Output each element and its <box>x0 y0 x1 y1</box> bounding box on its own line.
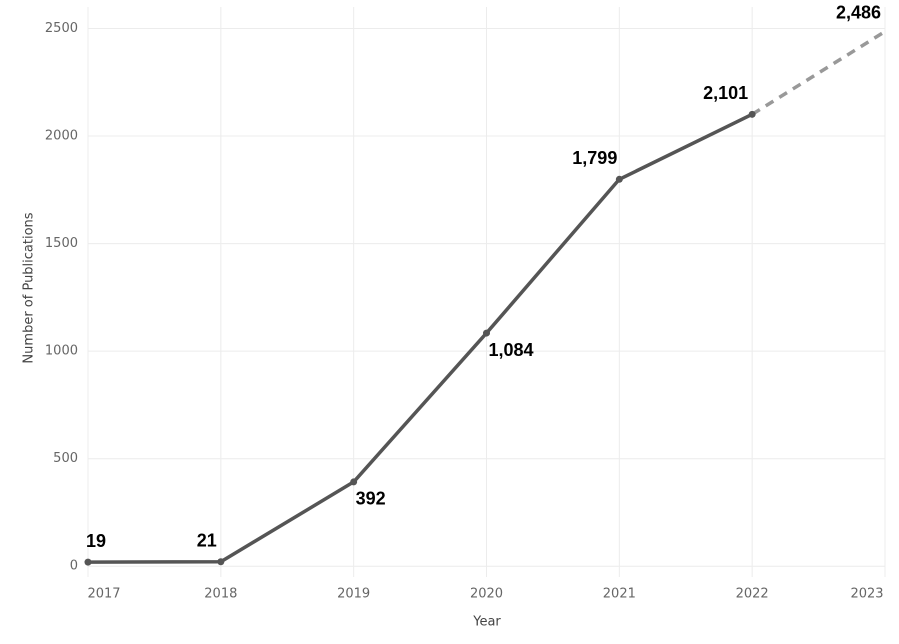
point <box>84 558 92 566</box>
x-axis-title: Year <box>472 615 501 630</box>
data-label: 1,799 <box>572 148 617 168</box>
x-tick-label: 2020 <box>470 587 503 602</box>
point <box>350 478 358 486</box>
x-tick-label: 2019 <box>337 587 370 602</box>
x-tick-label: 2021 <box>603 587 636 602</box>
y-tick-label: 1500 <box>45 236 78 251</box>
x-tick-label: 2023 <box>850 587 883 602</box>
data-label: 1,084 <box>489 340 534 360</box>
projected-line <box>751 30 886 116</box>
line <box>87 112 753 564</box>
y-tick-label: 2000 <box>45 129 78 144</box>
point <box>217 558 225 566</box>
point <box>483 329 490 337</box>
data-label: 2,486 <box>836 2 881 22</box>
y-tick-label: 0 <box>70 559 78 574</box>
point <box>748 110 756 118</box>
data-label: 392 <box>356 489 386 509</box>
data-label: 2,101 <box>703 83 748 103</box>
data-label: 21 <box>197 530 217 550</box>
y-tick-label: 1000 <box>45 344 78 359</box>
x-tick-label: 2018 <box>204 587 237 602</box>
x-tick-label: 2022 <box>736 587 769 602</box>
y-tick-label: 500 <box>53 451 78 466</box>
x-tick-label: 2017 <box>87 587 120 602</box>
y-tick-label: 2500 <box>45 21 78 36</box>
point <box>615 175 623 183</box>
y-axis-title: Number of Publications <box>22 212 37 363</box>
data-label: 19 <box>86 531 106 551</box>
